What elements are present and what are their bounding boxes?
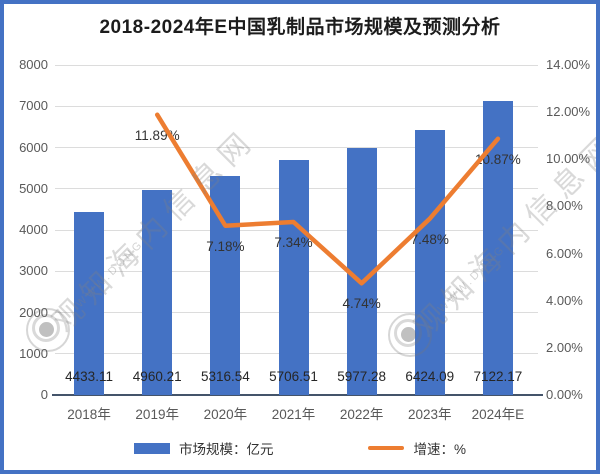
gridline bbox=[55, 105, 538, 107]
growth-rate-label: 7.18% bbox=[206, 238, 245, 254]
y-axis-left-tick: 5000 bbox=[19, 180, 48, 196]
chart-legend: 市场规模：亿元 增速：% bbox=[0, 437, 600, 459]
y-axis-right-tick: 14.00% bbox=[546, 57, 591, 72]
bar-2024年E bbox=[482, 101, 513, 395]
bar-value-label: 5977.28 bbox=[337, 369, 387, 384]
y-axis-right-tick: 6.00% bbox=[546, 245, 583, 261]
bar-2018年 bbox=[74, 212, 105, 395]
bar-2019年 bbox=[142, 190, 173, 395]
y-axis-right-tick: 2.00% bbox=[546, 339, 583, 355]
x-axis-category-label: 2021年 bbox=[271, 407, 316, 422]
bar-value-label: 7122.17 bbox=[473, 369, 523, 384]
bar-value-label: 5706.51 bbox=[269, 369, 318, 384]
growth-rate-label: 7.48% bbox=[410, 231, 449, 247]
growth-rate-label: 11.89% bbox=[134, 127, 180, 143]
y-axis-left-tick: 8000 bbox=[19, 57, 48, 72]
y-axis-left-tick: 6000 bbox=[19, 139, 48, 155]
bar-value-label: 5316.54 bbox=[200, 369, 250, 384]
legend-line-swatch bbox=[368, 446, 405, 450]
bar-2021年 bbox=[278, 159, 309, 395]
legend-bar-swatch bbox=[133, 442, 170, 454]
bar-value-label: 6424.09 bbox=[405, 369, 455, 384]
growth-rate-label: 4.74% bbox=[342, 296, 381, 312]
legend-label-market-size: 市场规模：亿元 bbox=[178, 442, 274, 457]
x-axis-category-label: 2020年 bbox=[203, 407, 248, 422]
y-axis-right-tick: 10.00% bbox=[546, 151, 591, 167]
y-axis-right-tick: 4.00% bbox=[546, 292, 583, 308]
y-axis-left-tick: 2000 bbox=[19, 304, 48, 320]
x-axis-category-label: 2023年 bbox=[408, 407, 452, 422]
growth-rate-label: 10.87% bbox=[475, 151, 521, 167]
y-axis-right-tick: 12.00% bbox=[546, 104, 591, 120]
y-axis-left-tick: 1000 bbox=[19, 345, 48, 361]
bar-2020年 bbox=[210, 175, 241, 395]
x-axis-category-label: 2024年E bbox=[471, 407, 525, 422]
gridline bbox=[55, 147, 538, 148]
y-axis-left-tick: 0 bbox=[40, 387, 48, 402]
bar-value-label: 4433.11 bbox=[65, 369, 113, 384]
y-axis-left-tick: 7000 bbox=[19, 98, 48, 114]
y-axis-right-tick: 8.00% bbox=[546, 198, 583, 214]
y-axis-right-tick: 0.00% bbox=[546, 387, 583, 402]
bar-2023年 bbox=[414, 130, 445, 395]
x-axis-category-label: 2018年 bbox=[67, 407, 111, 422]
chart-title: 2018-2024年E中国乳制品市场规模及预测分析 bbox=[99, 17, 501, 38]
x-axis-line bbox=[52, 394, 543, 396]
x-axis-category-label: 2022年 bbox=[339, 407, 384, 422]
growth-rate-label: 7.34% bbox=[274, 234, 313, 250]
bar-2022年 bbox=[346, 148, 377, 395]
gridline bbox=[55, 64, 538, 66]
legend-item-market-size: 市场规模：亿元 bbox=[133, 438, 274, 458]
y-axis-left-tick: 4000 bbox=[19, 222, 48, 237]
legend-label-growth-rate: 增速：% bbox=[413, 442, 466, 457]
x-axis-category-label: 2019年 bbox=[135, 407, 179, 422]
y-axis-left-tick: 3000 bbox=[19, 263, 48, 279]
growth-rate-polyline bbox=[154, 112, 501, 286]
legend-item-growth-rate: 增速：% bbox=[368, 438, 466, 458]
bar-value-label: 4960.21 bbox=[132, 369, 182, 384]
